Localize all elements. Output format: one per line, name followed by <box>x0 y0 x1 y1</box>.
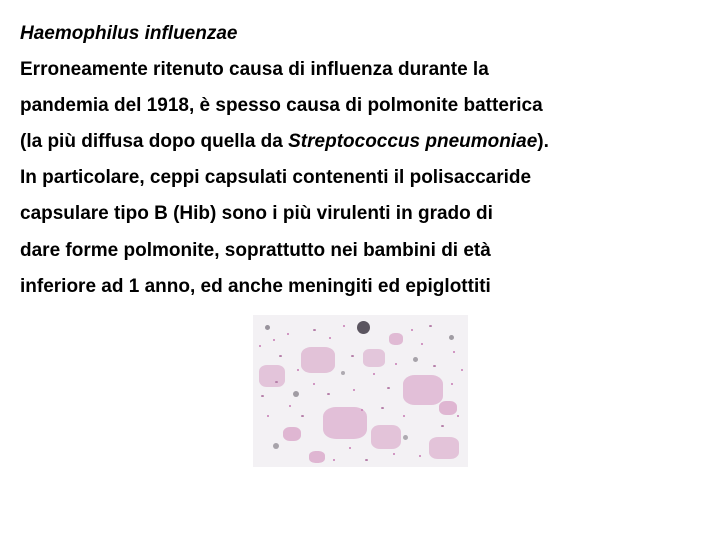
text-line-6: dare forme polmonite, soprattutto nei ba… <box>20 240 491 261</box>
text-line-5: capsulare tipo B (Hib) sono i più virule… <box>20 203 493 224</box>
text-line-3c: ). <box>537 131 549 152</box>
text-line-7: inferiore ad 1 anno, ed anche meningiti … <box>20 276 491 297</box>
slide-content: Haemophilus influenzae Erroneamente rite… <box>0 0 720 467</box>
body-paragraph: Erroneamente ritenuto causa di influenza… <box>20 52 700 305</box>
heading-title: Haemophilus influenzae <box>20 16 700 52</box>
text-line-4: In particolare, ceppi capsulati contenen… <box>20 167 531 188</box>
micrograph-container <box>20 315 700 467</box>
species-name: Streptococcus pneumoniae <box>288 131 537 152</box>
text-line-1: Erroneamente ritenuto causa di influenza… <box>20 59 489 80</box>
text-line-3a: (la più diffusa dopo quella da <box>20 131 288 152</box>
micrograph-image <box>253 315 468 467</box>
text-line-2: pandemia del 1918, è spesso causa di pol… <box>20 95 543 116</box>
